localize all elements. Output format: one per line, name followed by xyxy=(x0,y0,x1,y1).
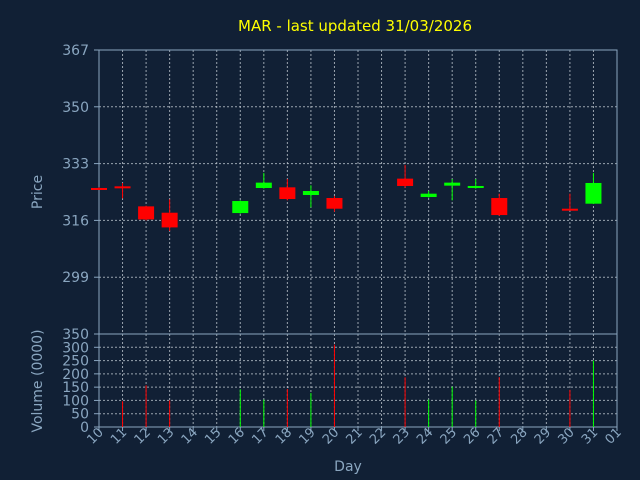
price-tick-label: 316 xyxy=(62,213,89,229)
x-tick-label: 16 xyxy=(226,425,248,447)
candle-body xyxy=(397,178,414,186)
volume-axis-label: Volume (0000) xyxy=(30,329,46,432)
volume-tick-label: 300 xyxy=(62,340,89,356)
candle-body xyxy=(91,187,107,190)
candle-body xyxy=(232,201,249,214)
volume-tick-label: 100 xyxy=(62,393,89,409)
candle-body xyxy=(114,186,131,189)
x-tick-label: 20 xyxy=(320,425,342,447)
candle-body xyxy=(326,198,343,209)
candle-body xyxy=(491,198,508,216)
x-tick-label: 31 xyxy=(579,425,601,447)
candle-body xyxy=(161,212,178,228)
price-grid xyxy=(99,50,617,334)
x-tick-label: 17 xyxy=(249,425,271,447)
x-tick-label: 30 xyxy=(555,425,577,447)
x-tick-label: 25 xyxy=(438,425,460,447)
volume-tick-label: 0 xyxy=(80,420,89,436)
candles xyxy=(91,164,602,232)
volume-tick-label: 150 xyxy=(62,380,89,396)
x-tick-label: 13 xyxy=(155,425,177,447)
candle-body xyxy=(255,182,272,188)
price-y-tick-labels: 299 316 333 350 367 xyxy=(62,43,99,286)
candle-body xyxy=(279,187,296,200)
x-tick-labels: 10 11 12 13 14 15 16 17 18 19 20 21 22 23 24 25 26 27 28 29… xyxy=(85,425,625,447)
volume-grid xyxy=(99,334,617,427)
candle-body xyxy=(302,190,319,196)
x-tick-label: 12 xyxy=(132,425,154,447)
volume-bars xyxy=(122,344,594,427)
price-tick-label: 333 xyxy=(62,157,89,173)
x-tick-label: 21 xyxy=(344,425,366,447)
x-tick-label: 14 xyxy=(179,425,201,447)
price-tick-label: 299 xyxy=(62,270,89,286)
x-tick-label: 23 xyxy=(391,425,413,447)
price-tick-label: 367 xyxy=(62,43,89,59)
x-tick-label: 24 xyxy=(414,425,436,447)
x-tick-label: 19 xyxy=(296,425,318,447)
x-tick-label: 15 xyxy=(202,425,224,447)
candle-body xyxy=(561,208,578,211)
x-tick-label: 26 xyxy=(461,425,483,447)
chart-title: MAR - last updated 31/03/2026 xyxy=(238,17,472,35)
x-tick-label: 27 xyxy=(485,425,507,447)
candle-body xyxy=(467,185,484,188)
x-tick-label: 11 xyxy=(108,425,130,447)
volume-tick-label: 200 xyxy=(62,367,89,383)
volume-tick-label: 250 xyxy=(62,354,89,370)
x-tick-label: 01 xyxy=(603,425,625,447)
candle-body xyxy=(138,206,155,220)
price-tick-label: 350 xyxy=(62,100,89,116)
x-tick-label: 22 xyxy=(367,425,389,447)
candle-body xyxy=(444,182,461,186)
x-tick-label: 18 xyxy=(273,425,295,447)
volume-tick-label: 50 xyxy=(71,407,89,423)
x-tick-label: 28 xyxy=(508,425,530,447)
x-axis-label: Day xyxy=(334,459,362,475)
candle-body xyxy=(585,182,602,204)
x-tick-label: 29 xyxy=(532,425,554,447)
price-axis-label: Price xyxy=(30,175,46,209)
volume-tick-label: 350 xyxy=(62,327,89,343)
candle-body xyxy=(420,193,437,198)
